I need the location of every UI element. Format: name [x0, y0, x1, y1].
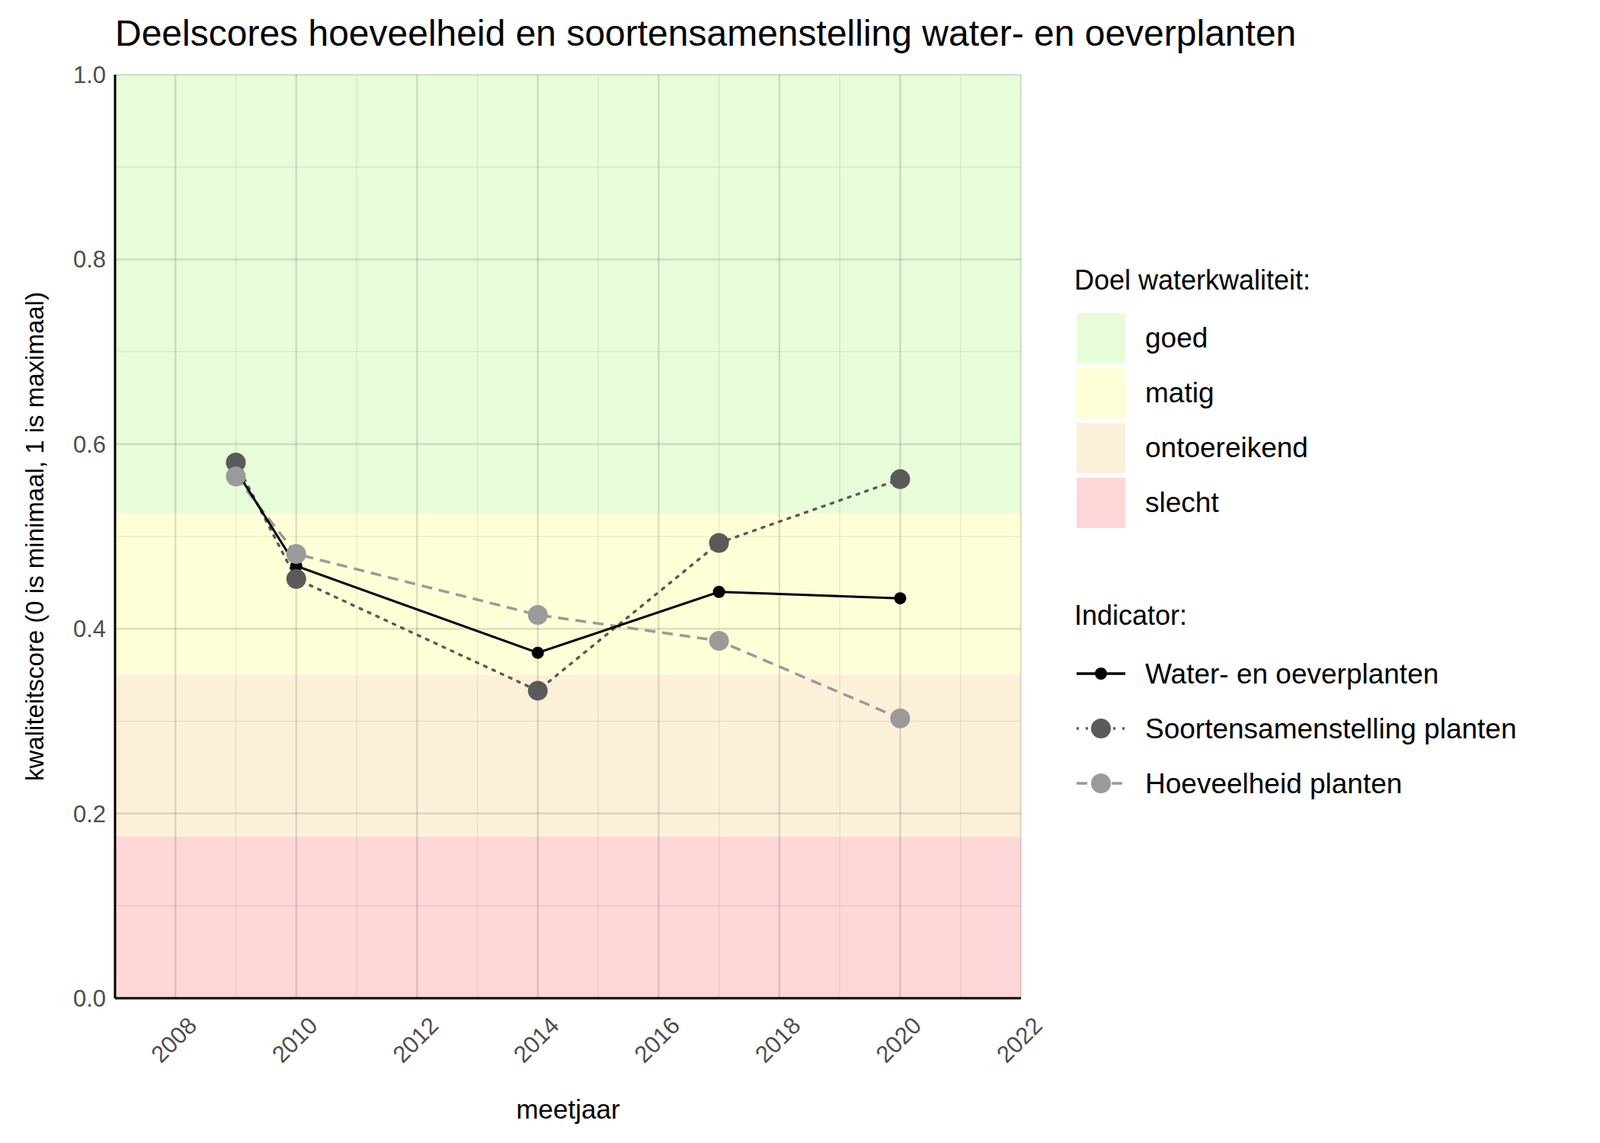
grid-line: [778, 74, 781, 999]
legend-marker: [1094, 667, 1108, 680]
minor-grid: [960, 74, 962, 999]
series-point: [893, 592, 906, 605]
series-point: [286, 544, 307, 564]
grid-line: [115, 997, 1021, 1000]
legend-label: Hoeveelheid planten: [1145, 768, 1402, 800]
grid-line: [115, 443, 1021, 446]
legend-marker: [1091, 773, 1111, 794]
minor-grid: [115, 535, 1021, 538]
legend-marker: [1091, 718, 1111, 739]
series-line: [236, 470, 901, 653]
x-tick-label: 2008: [146, 1011, 203, 1069]
grid-line: [115, 812, 1021, 815]
legend-label: slecht: [1145, 486, 1220, 519]
series-point: [531, 646, 544, 660]
legend-title: Doel waterkwaliteit:: [1074, 264, 1311, 296]
y-tick-label: 0.4: [73, 615, 106, 643]
legend-label: goed: [1145, 322, 1208, 354]
legend-title: Indicator:: [1074, 599, 1188, 631]
legend-swatch: [1076, 368, 1126, 419]
legend-label: Water- en oeverplanten: [1145, 658, 1439, 690]
title: Deelscores hoeveelheid en soortensamenst…: [115, 12, 1296, 54]
minor-grid: [115, 166, 1021, 168]
minor-grid: [235, 74, 237, 999]
legend-swatch: [1076, 313, 1126, 364]
legend-label: matig: [1145, 377, 1214, 409]
x-tick-label: 2020: [870, 1011, 928, 1069]
bands: [115, 74, 1021, 999]
band: [115, 836, 1021, 999]
grid-line: [115, 627, 1021, 631]
grid-line: [657, 74, 660, 999]
y-tick-label: 0.2: [73, 800, 106, 828]
x-tick-label: 2022: [991, 1011, 1048, 1069]
grid-line: [416, 74, 419, 999]
grid-line: [115, 258, 1021, 261]
minor-grid: [115, 720, 1021, 723]
minor-grid: [597, 74, 599, 999]
x-tick-label: 2012: [387, 1011, 445, 1069]
series-point: [528, 604, 548, 625]
x-axis: [115, 997, 1021, 1000]
grid-line: [115, 73, 1021, 77]
series-point: [889, 708, 910, 729]
y-axis: [114, 74, 117, 999]
series-point: [286, 569, 307, 589]
legend-label: ontoereikend: [1145, 432, 1309, 464]
series-point: [709, 630, 730, 651]
minor-grid: [476, 74, 479, 999]
series-point: [713, 585, 726, 599]
series-point: [226, 466, 247, 487]
x-tick-label: 2018: [749, 1011, 807, 1069]
y-tick-label: 1.0: [73, 61, 106, 89]
x-axis-title: meetjaar: [515, 1094, 621, 1124]
band: [115, 513, 1021, 676]
data: [226, 452, 911, 729]
minor-grid: [115, 351, 1021, 353]
legend-label: Soortensamenstelling planten: [1145, 713, 1517, 745]
legend-swatch: [1076, 477, 1126, 528]
grid-line: [295, 74, 298, 999]
minor-grid: [838, 74, 841, 999]
series-point: [889, 469, 910, 490]
y-tick-label: 0.8: [73, 246, 106, 273]
grid-line: [899, 74, 902, 999]
legend-swatch: [1076, 422, 1126, 474]
band: [115, 675, 1021, 837]
series-point: [709, 532, 730, 553]
grid: [115, 74, 1021, 999]
y-tick-label: 0.6: [73, 431, 106, 458]
y-tick-label: 0.0: [73, 985, 106, 1012]
band: [115, 74, 1021, 514]
grid-line: [1020, 74, 1023, 999]
x-tick-label: 2016: [629, 1011, 686, 1069]
series-point: [528, 680, 548, 701]
y-axis-title: kwaliteitscore (0 is minimaal, 1 is maxi…: [20, 291, 49, 781]
grid-line: [174, 74, 177, 999]
x-tick-label: 2010: [266, 1011, 324, 1069]
minor-grid: [355, 74, 358, 999]
x-tick-label: 2014: [508, 1011, 565, 1069]
minor-grid: [115, 905, 1021, 907]
grid-line: [537, 74, 540, 999]
series-line: [236, 462, 901, 691]
chart: 0.0 0.2 0.4 0.6 0.8 1.0 2008 2010 2012 2014 2016 20…: [0, 0, 1600, 1143]
